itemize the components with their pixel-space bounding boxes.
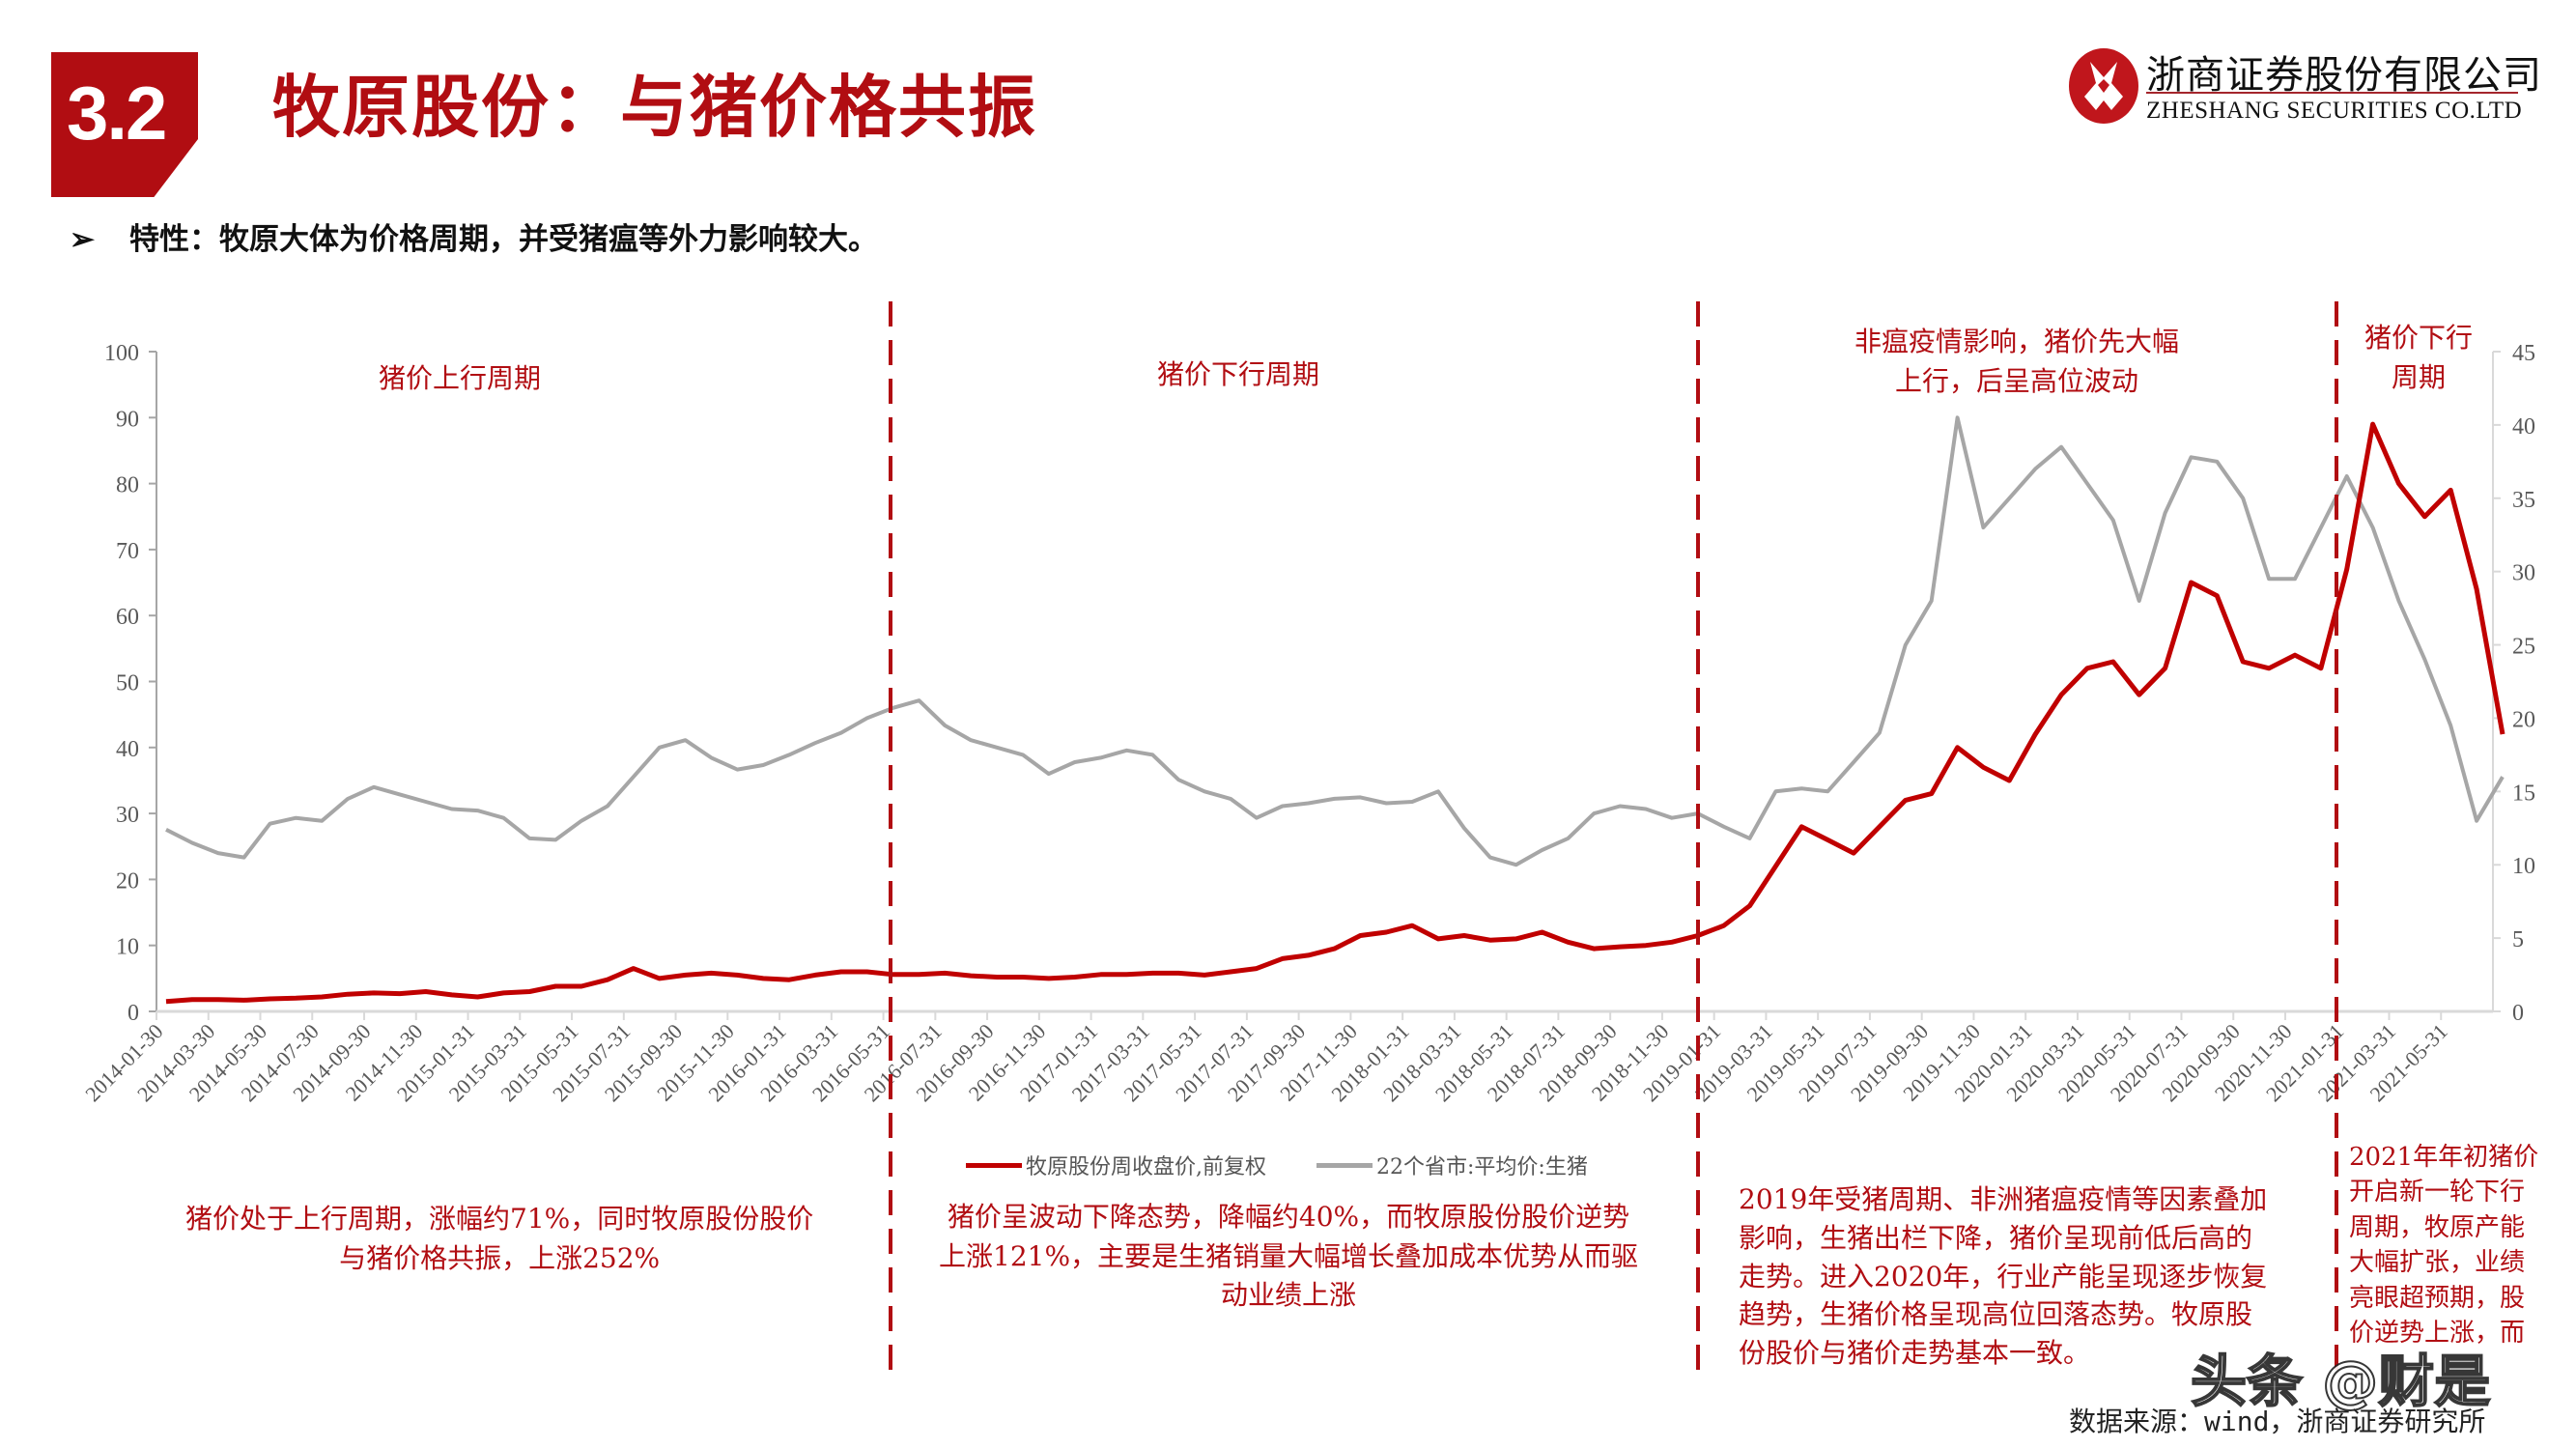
y-tick-left: 30 — [116, 803, 139, 828]
chart-axes: 0 10 20 30 40 50 60 70 80 90 100 0 5 10 15 20 25 30 35 40 45… — [80, 341, 2535, 1106]
logo-divider — [2146, 92, 2518, 94]
pig-price-line — [165, 415, 2505, 867]
y-tick-right: 20 — [2512, 707, 2535, 732]
annotation-down-cycle: 猪价下行周期 — [1157, 358, 1320, 390]
logo-company-name-en: ZHESHANG SECURITIES CO.LTD — [2146, 98, 2523, 124]
legend-swatch-gray — [1316, 1162, 1373, 1168]
y-tick-left: 10 — [116, 935, 139, 960]
y-tick-right: 5 — [2512, 927, 2524, 952]
legend-item-pig: 22个省市:平均价:生猪 — [1316, 1150, 1588, 1180]
note-up-cycle: 猪价处于上行周期，涨幅约71%，同时牧原股份股价 与猪价格共振，上涨252% — [185, 1203, 814, 1274]
section-badge: 3.2 — [51, 52, 198, 197]
y-tick-left: 90 — [116, 407, 139, 432]
page-title: 牧原股份：与猪价格共振 — [272, 68, 1037, 147]
y-tick-right: 0 — [2512, 1001, 2524, 1026]
legend-item-stock: 牧原股份周收盘价,前复权 — [966, 1150, 1266, 1180]
annotation-up-cycle: 猪价上行周期 — [379, 362, 542, 394]
legend-swatch-red — [966, 1162, 1022, 1168]
chart-legend: 牧原股份周收盘价,前复权 22个省市:平均价:生猪 — [966, 1150, 1638, 1180]
y-tick-left: 40 — [116, 737, 139, 762]
y-tick-right: 30 — [2512, 561, 2535, 586]
data-source: 数据来源：wind，浙商证券研究所 — [2069, 1406, 2486, 1437]
y-tick-left: 80 — [116, 473, 139, 498]
y-tick-right: 35 — [2512, 488, 2535, 513]
annotation-asf-impact: 非瘟疫情影响，猪价先大幅 上行，后呈高位波动 — [1854, 326, 2180, 397]
legend-label-pig: 22个省市:平均价:生猪 — [1376, 1155, 1588, 1179]
y-tick-left: 20 — [116, 868, 139, 894]
annotation-down-cycle-2021: 猪价下行 周期 — [2364, 322, 2474, 393]
chart-series — [165, 415, 2505, 1005]
note-2019-2020: 2019年受猪周期、非洲猪瘟疫情等因素叠加 影响，生猪出栏下降，猪价呈现前低后高… — [1739, 1183, 2268, 1369]
y-tick-right: 45 — [2512, 341, 2535, 366]
y-tick-left: 100 — [104, 341, 139, 366]
y-tick-left: 0 — [127, 1001, 139, 1026]
stock-price-line — [165, 421, 2505, 1005]
note-2021: 2021年年初猪价 开启新一轮下行 周期，牧原产能 大幅扩张，业绩 亮眼超预期，… — [2349, 1143, 2539, 1348]
watermark: 头条 @财是 — [2190, 1348, 2491, 1415]
section-number: 3.2 — [67, 71, 167, 156]
legend-label-stock: 牧原股份周收盘价,前复权 — [1026, 1155, 1266, 1179]
y-tick-right: 25 — [2512, 635, 2535, 660]
y-tick-left: 50 — [116, 671, 139, 696]
company-logo: 浙商证券股份有限公司 ZHESHANG SECURITIES CO.LTD — [2069, 43, 2541, 126]
logo-emblem-icon — [2069, 48, 2138, 124]
key-point-text: 特性：牧原大体为价格周期，并受猪瘟等外力影响较大。 — [128, 222, 878, 257]
y-tick-right: 10 — [2512, 854, 2535, 879]
y-tick-left: 70 — [116, 539, 139, 564]
y-tick-right: 40 — [2512, 414, 2535, 440]
note-down-cycle: 猪价呈波动下降态势，降幅约40%，而牧原股份股价逆势 上涨121%，主要是生猪销… — [939, 1201, 1639, 1312]
period-dividers — [889, 301, 2338, 1372]
arrow-bullet-icon: ➢ — [70, 222, 95, 257]
y-tick-right: 15 — [2512, 781, 2535, 806]
key-point: ➢ 特性：牧原大体为价格周期，并受猪瘟等外力影响较大。 — [70, 214, 878, 258]
logo-company-name-cn: 浙商证券股份有限公司 — [2146, 53, 2542, 98]
y-tick-left: 60 — [116, 605, 139, 630]
